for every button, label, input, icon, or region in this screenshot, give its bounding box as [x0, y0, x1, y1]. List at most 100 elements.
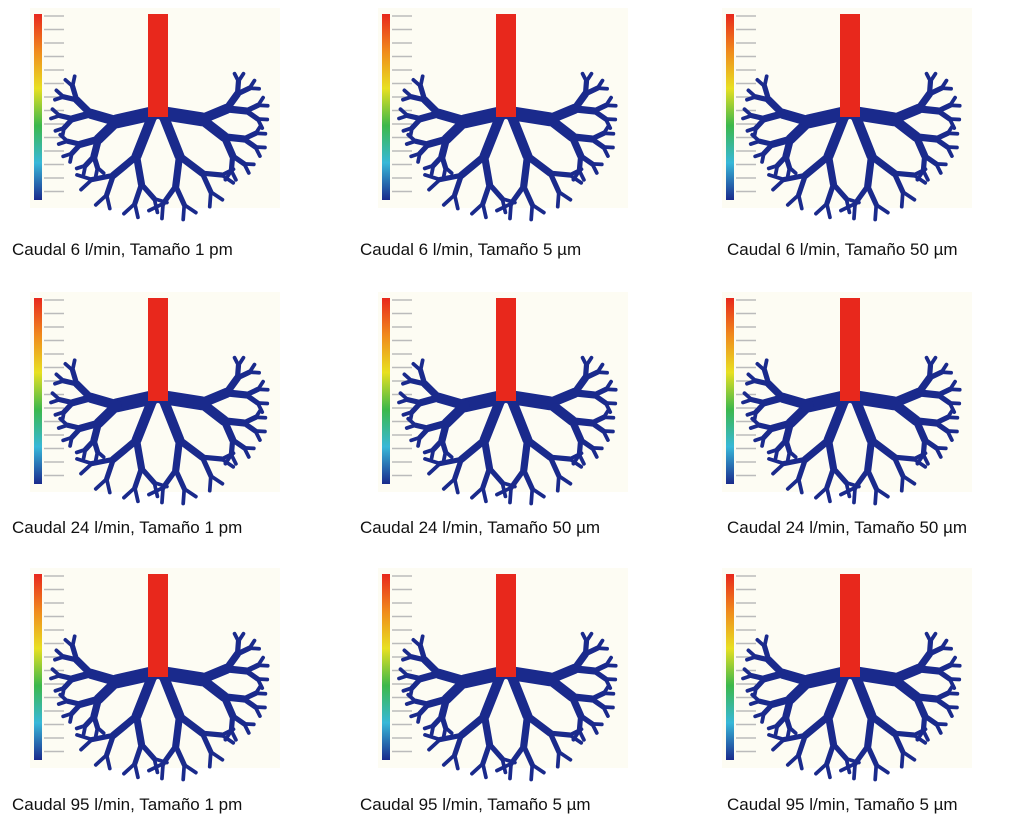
- airway: [137, 716, 142, 744]
- airway: [485, 156, 490, 184]
- airway: [948, 417, 958, 418]
- airway: [421, 636, 423, 646]
- airway: [176, 716, 180, 746]
- airway: [421, 360, 423, 370]
- trachea: [496, 14, 516, 117]
- airway: [788, 452, 790, 460]
- airway: [575, 669, 594, 671]
- airway: [759, 701, 772, 704]
- airway: [524, 156, 528, 186]
- colorbar: [34, 574, 42, 760]
- caption: Caudal 24 l/min, Tamaño 50 µm: [360, 518, 600, 537]
- airway: [80, 699, 98, 704]
- airway: [415, 425, 428, 428]
- airway: [950, 389, 960, 390]
- colorbar: [726, 574, 734, 760]
- airway: [765, 76, 767, 86]
- airway: [210, 476, 211, 491]
- airway: [919, 669, 938, 671]
- airway: [96, 452, 98, 460]
- airway: [759, 141, 772, 144]
- airway: [256, 693, 266, 694]
- airway: [444, 452, 446, 460]
- airway: [176, 440, 180, 470]
- airway: [183, 205, 184, 220]
- airway: [919, 393, 938, 395]
- airway: [60, 116, 73, 119]
- airway: [752, 676, 765, 679]
- airway: [227, 669, 246, 671]
- airway: [415, 141, 428, 144]
- airway: [759, 425, 772, 428]
- caption: Caudal 6 l/min, Tamaño 1 pm: [12, 240, 233, 259]
- panel: Caudal 24 l/min, Tamaño 50 µm: [360, 292, 628, 537]
- airway: [604, 693, 614, 694]
- airway: [96, 728, 98, 736]
- airway: [176, 156, 180, 186]
- panel: Caudal 6 l/min, Tamaño 1 pm: [12, 8, 280, 259]
- airway: [444, 168, 446, 176]
- airway: [67, 425, 80, 428]
- trachea: [840, 298, 860, 401]
- airway: [875, 489, 876, 504]
- trachea: [840, 574, 860, 677]
- airway: [765, 636, 767, 646]
- airway: [902, 192, 903, 207]
- airway: [60, 400, 73, 403]
- airway: [421, 76, 423, 86]
- figure: Caudal 6 l/min, Tamaño 1 pm Caudal 6 l/mi…: [0, 0, 1023, 816]
- airway: [258, 665, 268, 666]
- airway: [868, 716, 872, 746]
- airway: [67, 141, 80, 144]
- airway: [772, 139, 790, 144]
- airway: [73, 636, 75, 646]
- colorbar: [726, 298, 734, 484]
- airway: [868, 440, 872, 470]
- airway: [408, 116, 421, 119]
- airway: [227, 393, 246, 395]
- panel: Caudal 95 l/min, Tamaño 5 µm: [360, 568, 628, 814]
- airway: [875, 205, 876, 220]
- airway: [575, 109, 594, 111]
- airway: [137, 440, 142, 468]
- airway: [919, 109, 938, 111]
- airway: [183, 489, 184, 504]
- panel: Caudal 6 l/min, Tamaño 50 µm: [722, 8, 972, 259]
- airway: [531, 765, 532, 780]
- airway: [73, 76, 75, 86]
- airway: [950, 665, 960, 666]
- airway: [788, 168, 790, 176]
- airway: [942, 648, 952, 649]
- caption: Caudal 95 l/min, Tamaño 5 µm: [727, 795, 958, 814]
- airway: [183, 765, 184, 780]
- airway: [210, 752, 211, 767]
- airway: [258, 389, 268, 390]
- colorbar: [382, 574, 390, 760]
- airway: [80, 423, 98, 428]
- airway: [829, 156, 834, 184]
- airway: [942, 372, 952, 373]
- airway: [428, 699, 446, 704]
- airway: [250, 372, 260, 373]
- airway: [227, 109, 246, 111]
- panel: Caudal 95 l/min, Tamaño 5 µm: [722, 568, 972, 814]
- caption: Caudal 95 l/min, Tamaño 5 µm: [360, 795, 591, 814]
- airway: [598, 648, 608, 649]
- panel: Caudal 95 l/min, Tamaño 1 pm: [12, 568, 280, 814]
- trachea: [840, 14, 860, 117]
- airway: [408, 400, 421, 403]
- airway: [948, 693, 958, 694]
- airway: [428, 139, 446, 144]
- airway: [256, 417, 266, 418]
- airway: [950, 105, 960, 106]
- airway: [606, 105, 616, 106]
- airway: [73, 360, 75, 370]
- colorbar: [34, 14, 42, 200]
- airway: [772, 699, 790, 704]
- airway: [788, 728, 790, 736]
- airway: [598, 88, 608, 89]
- trachea: [148, 298, 168, 401]
- airway: [902, 752, 903, 767]
- colorbar: [382, 14, 390, 200]
- airway: [558, 192, 559, 207]
